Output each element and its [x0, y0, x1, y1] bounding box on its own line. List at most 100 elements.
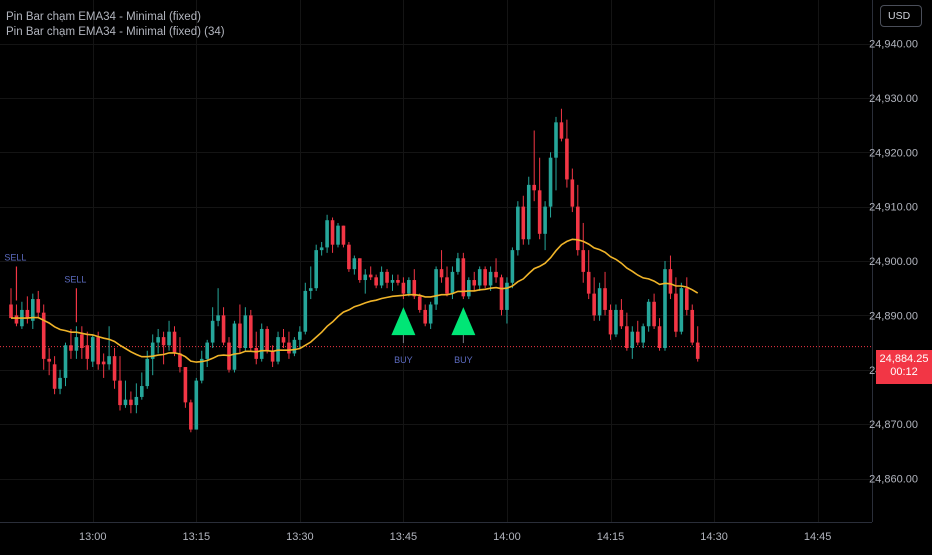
candle — [581, 222, 586, 283]
candle-body — [537, 190, 542, 234]
legend-title[interactable]: Pin Bar chạm EMA34 - Minimal (fixed) — [6, 11, 201, 23]
candle — [352, 255, 357, 275]
candle-body — [298, 331, 302, 340]
time-axis: 13:00 13:15 13:30 13:45 14:00 14:15 14:30 14:45 — [79, 531, 831, 543]
candle-body — [619, 309, 624, 327]
candle-body — [652, 301, 656, 327]
candle-body — [74, 337, 79, 351]
candle — [281, 328, 286, 348]
candle-body — [521, 206, 526, 240]
candle-body — [396, 280, 400, 283]
candle-body — [52, 364, 57, 389]
candle-body — [145, 358, 150, 387]
candle — [554, 116, 558, 191]
price-tick-label: 24,860.00 — [869, 474, 918, 486]
candle-body — [336, 225, 340, 245]
candle — [107, 326, 111, 370]
time-tick-label: 13:15 — [183, 531, 211, 543]
candle-body — [216, 315, 220, 321]
candle-body — [668, 269, 673, 294]
candle — [608, 304, 613, 340]
candle-body — [543, 206, 547, 234]
candle — [434, 266, 438, 310]
candle — [140, 372, 144, 400]
last-price-badge: 24,884.25 00:12 — [876, 350, 932, 384]
candle-body — [565, 138, 569, 180]
candle — [47, 348, 51, 376]
candle-body — [259, 328, 264, 359]
candle — [161, 331, 166, 365]
candle — [150, 334, 155, 376]
candle — [221, 307, 226, 346]
candle — [96, 331, 100, 370]
candle-body — [303, 290, 308, 332]
candle — [205, 339, 209, 368]
candle-body — [532, 184, 536, 191]
candle — [614, 304, 618, 338]
candle — [559, 108, 564, 142]
grid — [0, 0, 872, 522]
candle-body — [695, 342, 700, 359]
candle-body — [47, 358, 51, 362]
legend-indicator[interactable]: Pin Bar chạm EMA34 - Minimal (fixed) (34… — [6, 26, 225, 38]
candle — [635, 320, 640, 346]
candle — [254, 331, 259, 365]
candle-body — [292, 339, 297, 354]
candle-body — [314, 250, 318, 289]
candle — [63, 342, 68, 387]
candle — [243, 307, 248, 351]
candle-body — [428, 304, 433, 324]
candle — [330, 217, 335, 253]
candle — [657, 318, 662, 351]
price-tick-label: 24,920.00 — [869, 147, 918, 159]
candle-body — [608, 309, 613, 335]
candle — [210, 307, 215, 348]
candle — [118, 356, 122, 411]
candle — [630, 326, 635, 359]
candle-body — [401, 282, 406, 294]
candle-body — [205, 342, 209, 359]
indicator-legend: Pin Bar chạm EMA34 - Minimal (fixed) Pin… — [6, 10, 225, 40]
price-tick-label: 24,870.00 — [869, 419, 918, 431]
time-tick-label: 13:45 — [390, 531, 418, 543]
candle-body — [96, 337, 100, 365]
candle — [526, 176, 531, 245]
time-tick-label: 13:30 — [286, 531, 314, 543]
candle-body — [586, 271, 591, 294]
candle-body — [625, 326, 629, 348]
candle-body — [172, 331, 177, 354]
candle — [385, 269, 389, 289]
candle-body — [379, 271, 384, 286]
candle — [674, 277, 678, 338]
candle — [90, 334, 95, 368]
candle — [390, 274, 395, 291]
candle — [477, 266, 482, 291]
candle — [41, 304, 46, 370]
candle — [456, 252, 460, 275]
candle — [483, 266, 487, 289]
candle-body — [194, 380, 199, 430]
candle-body — [412, 280, 417, 297]
signals: SELL SELL BUY BUY — [4, 253, 476, 365]
candle — [270, 345, 275, 368]
candle-body — [554, 122, 558, 158]
candle-body — [570, 179, 575, 207]
candle — [532, 130, 536, 202]
candle-body — [477, 269, 482, 286]
candle-body — [390, 280, 395, 283]
candle — [31, 293, 35, 329]
candle-body — [107, 356, 111, 365]
candle-body — [161, 337, 166, 346]
candle-body — [363, 274, 368, 281]
candle-body — [265, 328, 269, 351]
candle — [597, 282, 602, 321]
candle — [20, 301, 24, 329]
currency-button[interactable]: USD — [880, 5, 922, 27]
candle-body — [630, 331, 635, 348]
candle — [423, 304, 427, 327]
candle-body — [58, 377, 62, 389]
candle — [472, 271, 477, 291]
candle-body — [140, 386, 144, 397]
